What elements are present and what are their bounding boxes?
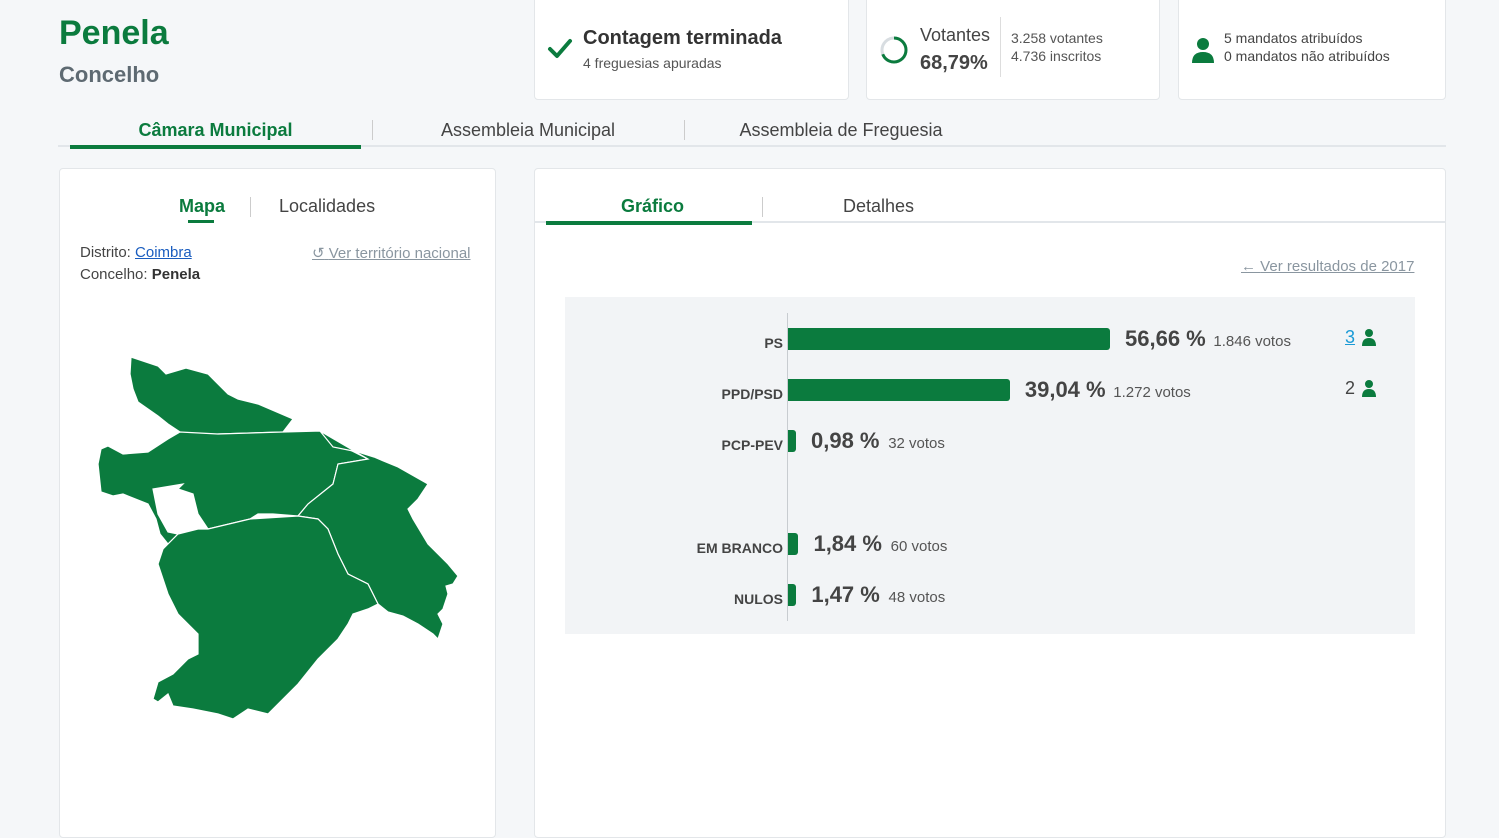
percent-label: 1,47 % (811, 582, 880, 607)
category-label: PS (764, 335, 783, 351)
tabs-baseline (535, 221, 1445, 223)
undo-icon: ↺ (312, 245, 325, 262)
person-icon (1192, 38, 1214, 63)
tab-camara-municipal[interactable]: Câmara Municipal (138, 120, 293, 140)
registered-count: 4.736 inscritos (1011, 48, 1102, 64)
tab-separator (372, 120, 373, 140)
category-label: PPD/PSD (721, 386, 783, 402)
check-icon (548, 39, 572, 58)
turnout-card: Votantes 68,79% 3.258 votantes 4.736 ins… (866, 0, 1160, 100)
map-region-north[interactable] (129, 356, 294, 440)
turnout-percent: 68,79% (920, 52, 988, 74)
person-icon (1362, 329, 1376, 346)
previous-results-link[interactable]: ← Ver resultados de 2017 (1241, 258, 1414, 275)
person-icon (1362, 380, 1376, 397)
count-detail: 4 freguesias apuradas (583, 55, 722, 71)
result-bar (788, 584, 797, 606)
page-title: Penela (59, 14, 169, 52)
votes-label: 48 votos (888, 589, 946, 606)
tab-separator (762, 197, 763, 217)
tab-separator (250, 197, 251, 217)
district-link[interactable]: Coimbra (135, 244, 192, 261)
active-tab-indicator (70, 145, 361, 149)
tab-separator (684, 120, 685, 140)
active-tab-indicator (188, 220, 214, 223)
district-info: Distrito: Coimbra (80, 244, 192, 261)
tab-mapa[interactable]: Mapa (179, 196, 226, 216)
percent-label: 0,98 % (811, 428, 880, 453)
result-bar (788, 533, 799, 555)
votes-label: 32 votos (888, 435, 945, 452)
count-status: Contagem terminada (583, 27, 782, 49)
result-bar (788, 379, 1010, 401)
seats-count[interactable]: 3 (1345, 327, 1356, 347)
percent-label: 39,04 % (1024, 377, 1106, 402)
chart-axis (787, 313, 788, 621)
tab-assembleia-municipal[interactable]: Assembleia Municipal (440, 120, 616, 140)
previous-results-label: Ver resultados de 2017 (1260, 258, 1415, 275)
seats-count: 2 (1345, 378, 1356, 398)
category-label: NULOS (734, 591, 783, 607)
national-territory-label: Ver território nacional (328, 245, 471, 262)
chart-row: EM BRANCO 1,84 % 60 votos (565, 531, 1415, 562)
category-label: PCP-PEV (721, 437, 783, 453)
seats-unassigned: 0 mandatos não atribuídos (1224, 48, 1390, 64)
votes-label: 60 votos (890, 538, 948, 555)
results-panel: Gráfico Detalhes ← Ver resultados de 201… (534, 168, 1446, 838)
municipality-name: Penela (151, 266, 201, 283)
tab-grafico[interactable]: Gráfico (621, 196, 685, 216)
percent-label: 1,84 % (813, 531, 882, 556)
national-territory-link[interactable]: ↺ Ver território nacional (312, 244, 471, 262)
municipality-map[interactable] (98, 354, 458, 724)
election-tabs: Câmara Municipal Assembleia Municipal As… (58, 112, 1446, 150)
seats-assigned: 5 mandatos atribuídos (1224, 30, 1363, 46)
seats-card: 5 mandatos atribuídos 0 mandatos não atr… (1178, 0, 1446, 100)
divider (1000, 17, 1001, 77)
tab-detalhes[interactable]: Detalhes (843, 196, 915, 216)
tab-assembleia-freguesia[interactable]: Assembleia de Freguesia (739, 120, 943, 140)
district-label: Distrito: (80, 244, 131, 261)
tab-localidades[interactable]: Localidades (279, 196, 376, 216)
percent-label: 56,66 % (1125, 326, 1206, 351)
map-panel: Mapa Localidades Distrito: Coimbra Conce… (59, 168, 496, 838)
page-subtitle: Concelho (59, 62, 160, 87)
arrow-left-icon: ← (1241, 258, 1256, 275)
tabs-baseline (58, 145, 1446, 147)
chart-row: PPD/PSD 39,04 % 1.272 votos 2 (565, 377, 1415, 408)
result-bar (788, 328, 1110, 350)
chart-row: PCP-PEV 0,98 % 32 votos (565, 428, 1415, 459)
active-tab-indicator (546, 221, 752, 225)
chart-row: NULOS 1,47 % 48 votos (565, 582, 1415, 613)
voters-count: 3.258 votantes (1011, 30, 1103, 46)
map-region-south[interactable] (152, 515, 379, 720)
municipality-label: Concelho: (80, 266, 148, 283)
category-label: EM BRANCO (696, 540, 783, 556)
turnout-ring-icon (880, 36, 908, 64)
chart-row: PS 56,66 % 1.846 votos 3 (565, 326, 1415, 357)
turnout-label: Votantes (920, 25, 991, 45)
results-chart: PS 56,66 % 1.846 votos 3 PPD/PSD 39,04 % 1.272… (565, 297, 1415, 634)
votes-label: 1.272 votos (1113, 384, 1191, 401)
result-bar (788, 430, 796, 452)
municipality-info: Concelho: Penela (80, 266, 200, 283)
count-status-card: Contagem terminada 4 freguesias apuradas (534, 0, 849, 100)
votes-label: 1.846 votos (1213, 333, 1291, 350)
